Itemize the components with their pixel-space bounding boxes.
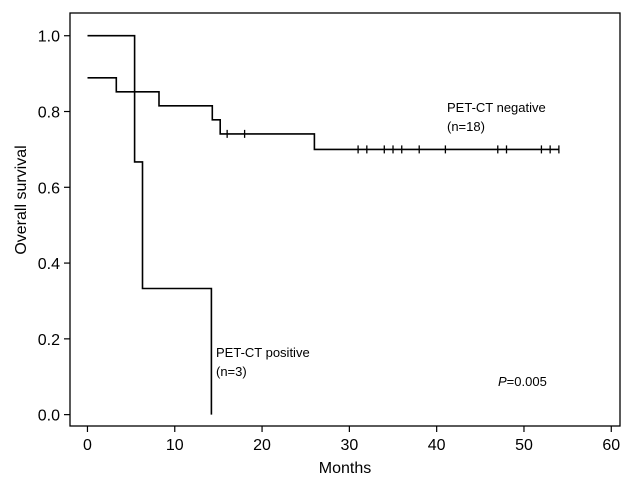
x-tick-label: 60	[602, 437, 620, 454]
x-tick-label: 0	[83, 437, 92, 454]
y-axis-title: Overall survival	[13, 145, 30, 254]
x-tick-label: 50	[515, 437, 533, 454]
y-tick-label: 0.0	[38, 408, 60, 425]
series-label-positive-count: (n=3)	[216, 364, 247, 379]
x-tick-label: 30	[340, 437, 358, 454]
y-axis: 0.0 0.2 0.4 0.6 0.8 1.0	[38, 29, 70, 425]
series-label-negative-name: PET-CT negative	[447, 100, 546, 115]
plot-frame	[69, 12, 621, 427]
x-tick-label: 10	[166, 437, 184, 454]
series-line-pet-ct-positive	[87, 34, 213, 415]
series-layer	[87, 34, 560, 415]
x-axis-title: Months	[319, 460, 371, 477]
p-value-annotation: P=0.005	[498, 374, 547, 389]
y-tick-label: 0.6	[38, 180, 60, 197]
x-tick-label: 20	[253, 437, 271, 454]
x-axis: 0 10 20 30 40 50 60	[83, 426, 620, 454]
p-value-symbol: P	[498, 374, 507, 389]
y-tick-label: 1.0	[38, 29, 60, 46]
series-label-negative-count: (n=18)	[447, 119, 485, 134]
y-tick-label: 0.8	[38, 105, 60, 122]
p-value-number: =0.005	[507, 374, 547, 389]
x-tick-label: 40	[428, 437, 446, 454]
series-line-pet-ct-negative	[87, 77, 559, 151]
y-tick-label: 0.2	[38, 332, 60, 349]
series-label-positive-name: PET-CT positive	[216, 345, 310, 360]
y-tick-label: 0.4	[38, 256, 60, 273]
